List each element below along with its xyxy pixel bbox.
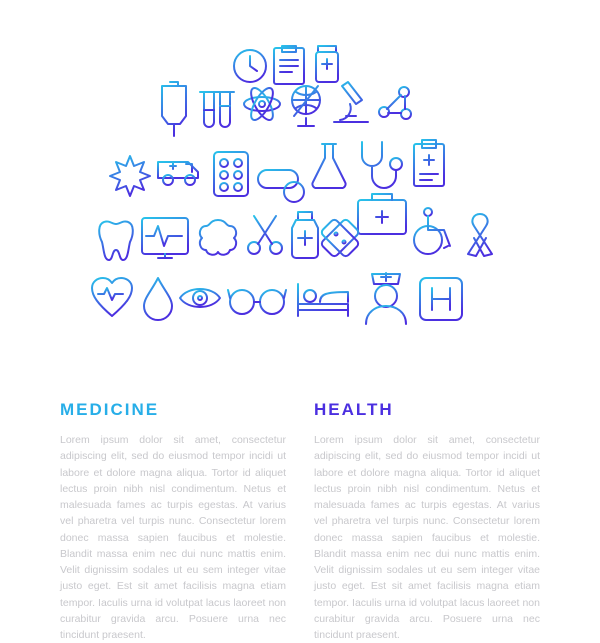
bandage-icon: [320, 218, 360, 258]
nurse-icon: [366, 273, 406, 324]
scissors-icon: [248, 216, 282, 254]
molecule-icon: [379, 87, 411, 119]
health-body: Lorem ipsum dolor sit amet, consectetur …: [314, 432, 540, 643]
brain-icon: [200, 220, 236, 255]
star-of-life-icon: [110, 156, 150, 196]
clock-icon: [234, 50, 266, 82]
clipboard-icon: [414, 140, 444, 186]
hospital-bed-icon: [298, 284, 348, 316]
atom-icon: [244, 85, 280, 123]
syrup-bottle-icon: [292, 212, 318, 258]
heart-pulse-icon: [92, 278, 132, 316]
medicine-body: Lorem ipsum dolor sit amet, consectetur …: [60, 432, 286, 643]
medical-record-icon: [274, 46, 304, 84]
capsule-icon: [258, 170, 304, 202]
health-column: HEALTH Lorem ipsum dolor sit amet, conse…: [314, 400, 540, 570]
hospital-sign-icon: [420, 278, 462, 320]
text-columns: MEDICINE Lorem ipsum dolor sit amet, con…: [60, 400, 540, 570]
pill-pack-icon: [214, 152, 248, 196]
eye-icon: [180, 289, 220, 307]
ecg-monitor-icon: [142, 218, 188, 258]
medicine-title: MEDICINE: [60, 400, 286, 420]
stethoscope-icon: [359, 140, 402, 188]
medicine-column: MEDICINE Lorem ipsum dolor sit amet, con…: [60, 400, 286, 570]
health-title: HEALTH: [314, 400, 540, 420]
glasses-icon: [228, 290, 286, 314]
ribbon-icon: [468, 214, 492, 256]
blood-drop-icon: [144, 278, 172, 320]
globe-icon: [292, 86, 320, 126]
test-tubes-icon: [200, 92, 234, 127]
wheelchair-icon: [414, 208, 450, 254]
tooth-icon: [99, 221, 133, 260]
iv-bag-icon: [162, 82, 186, 136]
flask-icon: [312, 144, 345, 188]
microscope-icon: [334, 82, 368, 122]
medical-icon-cloud: [60, 40, 540, 380]
first-aid-kit-icon: [358, 194, 406, 234]
ambulance-icon: [158, 162, 198, 185]
pills-bottle-icon: [316, 46, 338, 82]
